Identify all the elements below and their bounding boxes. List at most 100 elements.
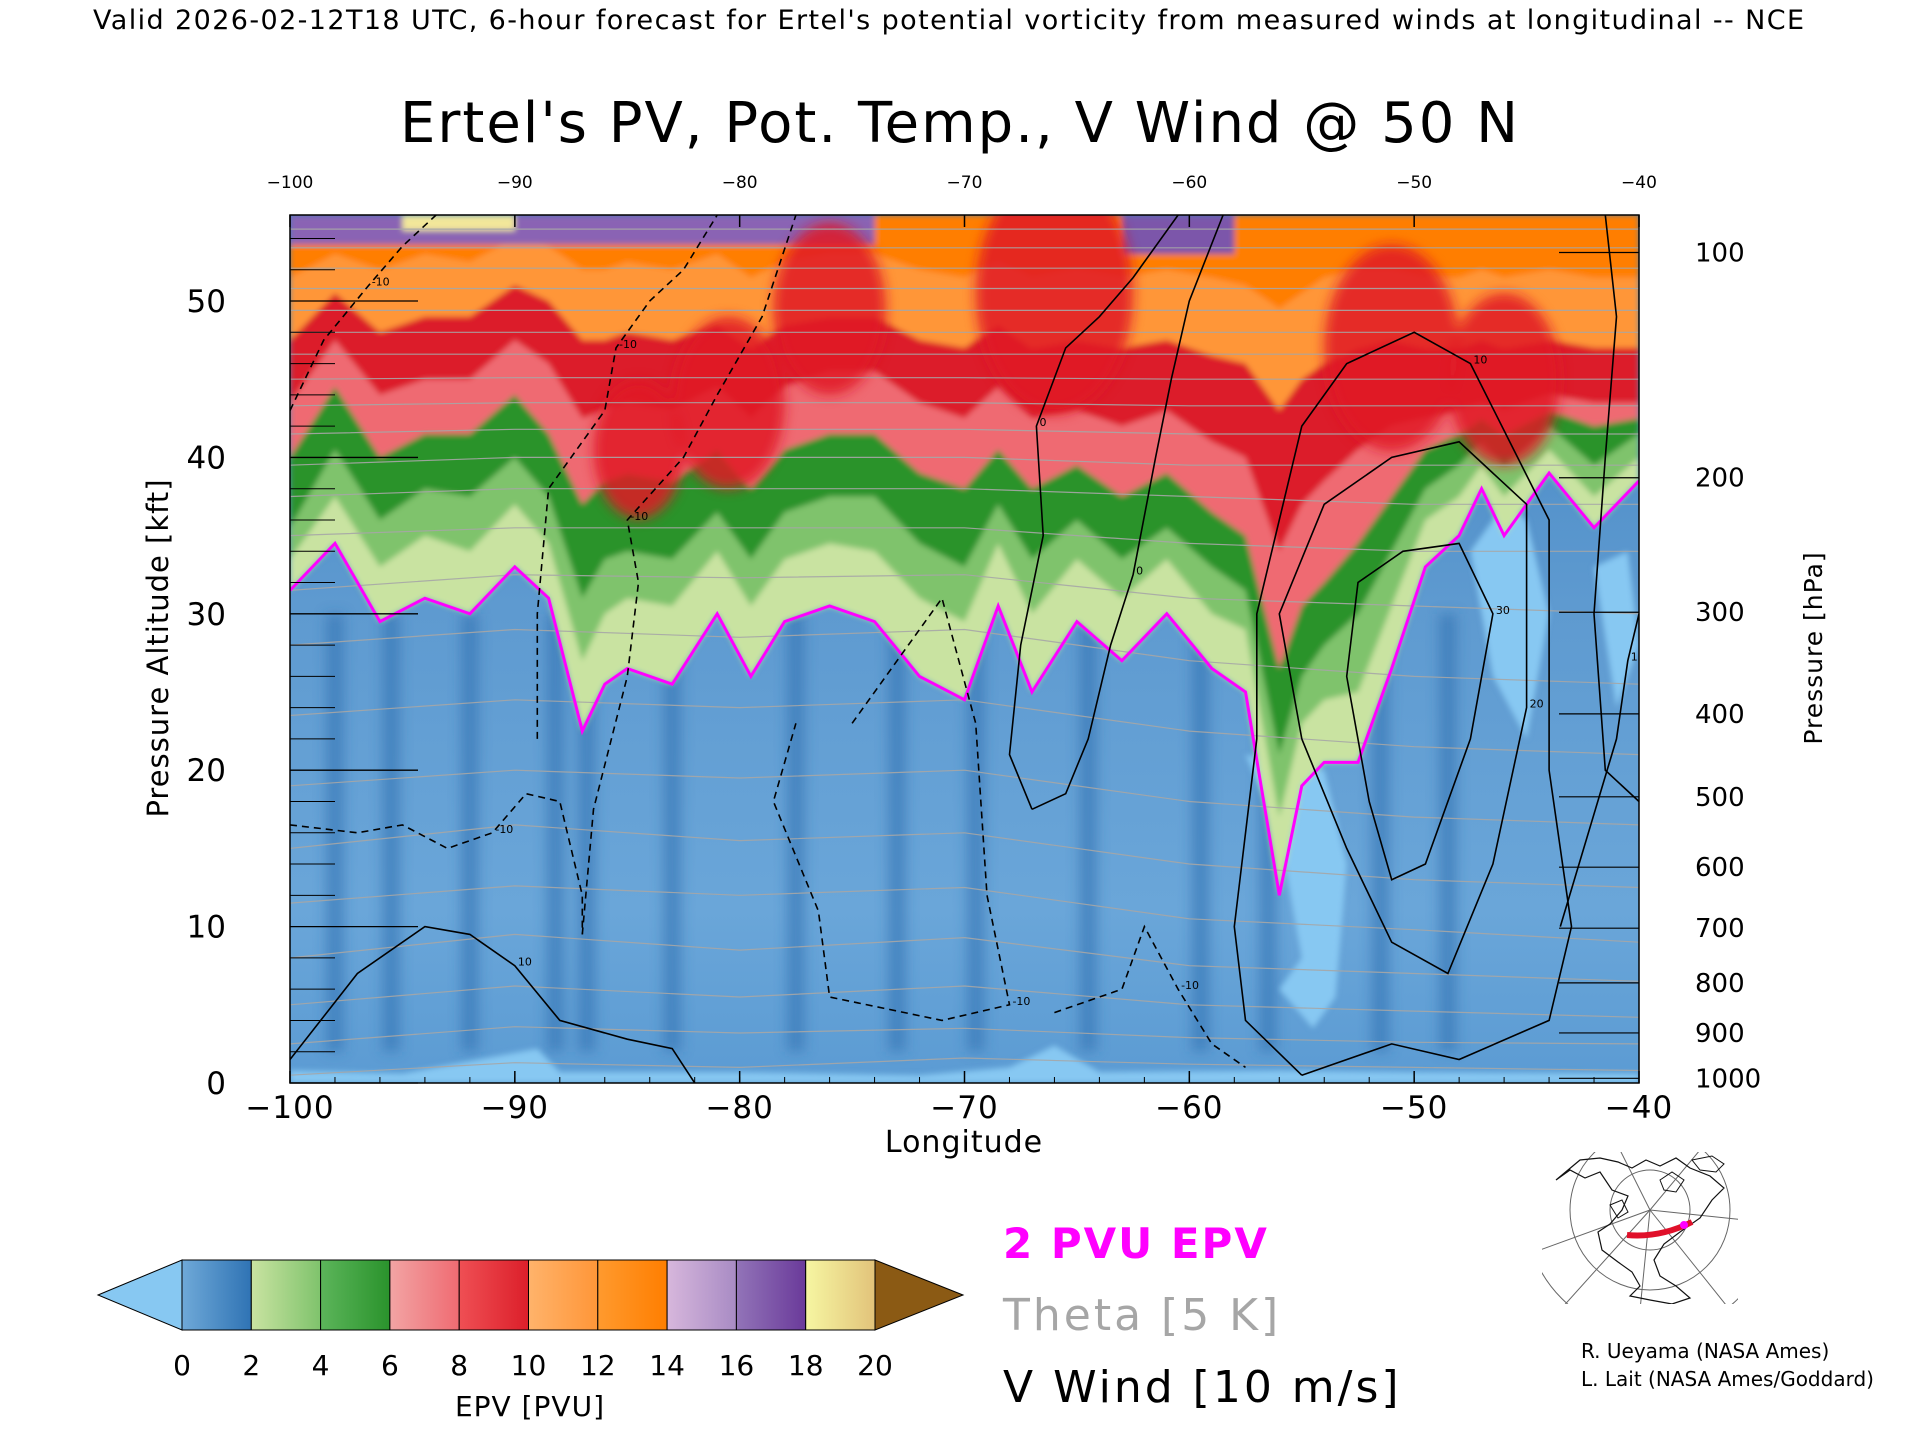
colorbar-tick-label: 16 xyxy=(719,1349,755,1382)
colorbar-band xyxy=(181,1259,252,1331)
v-wind-contour-label: -10 xyxy=(495,823,513,836)
colorbar-label: EPV [PVU] xyxy=(455,1390,605,1423)
theta-contour xyxy=(290,527,1639,552)
theta-contour xyxy=(290,456,1639,466)
pressure-tick-label: 200 xyxy=(1695,464,1745,494)
pv-blob xyxy=(1324,244,1460,452)
pv-blob xyxy=(593,380,684,519)
v-wind-contour-label: -10 xyxy=(630,510,648,523)
colorbar-band xyxy=(389,1259,460,1331)
x-tick-label: −50 xyxy=(1380,1090,1448,1126)
legend-epv: 2 PVU EPV xyxy=(1003,1219,1269,1268)
v-wind-contours: 0 0 -10 -10 -10 -10 -10 -10 10 10 20 30 10 xyxy=(290,215,1639,1083)
x-tick-label: −60 xyxy=(1155,1090,1223,1126)
left-axis: 0 10 20 30 40 50 xyxy=(187,237,418,1102)
under-region xyxy=(290,1045,1639,1083)
top-axis: −100 −90 −80 −70 −60 −50 −40 xyxy=(267,173,1657,227)
pressure-tick-label: 500 xyxy=(1695,783,1745,813)
dark-column xyxy=(786,613,805,1052)
x-tick-label: −100 xyxy=(245,1090,334,1126)
pressure-tick-label: 800 xyxy=(1695,969,1745,999)
low-pv-regions xyxy=(290,504,1639,1083)
theta-contour xyxy=(290,488,1639,505)
dark-column xyxy=(888,613,907,1052)
x-tick-label: −90 xyxy=(481,1090,549,1126)
y-axis-label: Pressure Altitude [kft] xyxy=(141,478,175,817)
theta-contours xyxy=(290,228,1639,1076)
colorbar-band xyxy=(666,1259,737,1331)
v-wind-contour xyxy=(1031,215,1224,811)
v-wind-contour xyxy=(1054,924,1246,1069)
v-wind-contour-label: -10 xyxy=(372,275,390,288)
theta-contour xyxy=(290,985,1639,1018)
colorbar-band xyxy=(528,1259,599,1331)
v-wind-contour-label: 10 xyxy=(518,956,532,969)
pressure-tick-label: 1000 xyxy=(1695,1064,1761,1094)
colorbar-band xyxy=(805,1259,876,1331)
colorbar-tick-label: 12 xyxy=(580,1349,616,1382)
pv-layer-cap xyxy=(290,215,875,245)
pressure-tick-label: 700 xyxy=(1695,914,1745,944)
v-wind-contour-label: -10 xyxy=(1181,979,1199,992)
colorbar-tick-label: 2 xyxy=(242,1349,260,1382)
theta-contour xyxy=(290,574,1639,615)
top-tick-label: −90 xyxy=(497,173,533,193)
colorbar-tick-label: 8 xyxy=(450,1349,468,1382)
pv-color-layers xyxy=(290,215,1639,896)
dark-column xyxy=(1438,613,1457,1052)
pressure-tick-label: 100 xyxy=(1695,239,1745,269)
epv-colorbar: 0 2 4 6 8 10 12 14 16 18 20 xyxy=(96,1259,965,1382)
dark-column xyxy=(1371,613,1390,1052)
theta-contour xyxy=(290,885,1639,943)
y-tick-label: 50 xyxy=(187,284,226,320)
colorbar-tick-label: 4 xyxy=(312,1349,330,1382)
colorbar-tick-label: 6 xyxy=(381,1349,399,1382)
top-tick-label: −50 xyxy=(1396,173,1432,193)
theta-contour xyxy=(290,933,1639,982)
bottom-axis: −100 −90 −80 −70 −60 −50 −40 xyxy=(245,1071,1673,1126)
v-wind-contour-label: 0 xyxy=(1136,565,1143,578)
colorbar-over-arrow xyxy=(874,1259,965,1331)
colorbar-tick-label: 14 xyxy=(649,1349,685,1382)
top-tick-label: −40 xyxy=(1621,173,1657,193)
v-wind-contour xyxy=(581,215,797,935)
credit-line-1: R. Ueyama (NASA Ames) xyxy=(1581,1339,1830,1363)
pv-layer-cap xyxy=(402,215,515,231)
v-wind-contour xyxy=(290,792,584,935)
v-wind-contour-label: 10 xyxy=(1473,354,1487,367)
y-tick-label: 30 xyxy=(187,597,226,633)
theta-contour xyxy=(290,769,1639,826)
pressure-tick-label: 400 xyxy=(1695,700,1745,730)
pv-blob xyxy=(975,215,1134,414)
v-wind-contour-label: 30 xyxy=(1496,604,1510,617)
y-tick-label: 0 xyxy=(206,1066,226,1102)
v-wind-contour-label: 20 xyxy=(1530,698,1544,711)
top-tick-label: −60 xyxy=(1171,173,1207,193)
colorbar-under-arrow xyxy=(96,1259,183,1331)
pressure-tick-label: 300 xyxy=(1695,598,1745,628)
theta-contour xyxy=(290,824,1639,889)
plot-area: 0 0 -10 -10 -10 -10 -10 -10 10 10 20 30 10 xyxy=(290,215,1639,1083)
v-wind-contour xyxy=(772,596,1011,1022)
theta-contour xyxy=(290,377,1639,380)
header-text: Valid 2026-02-12T18 UTC, 6-hour forecast… xyxy=(93,5,1805,36)
theta-contour xyxy=(290,1057,1639,1076)
pv-blob xyxy=(773,222,886,395)
x-tick-label: −40 xyxy=(1605,1090,1673,1126)
theta-contour xyxy=(290,628,1639,685)
theta-contour xyxy=(290,428,1639,435)
under-region xyxy=(1245,754,1347,1029)
v-wind-contour xyxy=(1233,331,1573,1076)
pressure-tick-label: 600 xyxy=(1695,853,1745,883)
v-wind-contour xyxy=(536,215,718,739)
right-axis: 100 200 300 400 500 600 700 800 900 1000 xyxy=(1559,239,1761,1094)
inset-polar-map xyxy=(1542,1152,1738,1304)
pressure-tick-label: 900 xyxy=(1695,1019,1745,1049)
v-wind-contour-label: -10 xyxy=(619,338,637,351)
under-region xyxy=(1594,551,1639,708)
x-tick-label: −80 xyxy=(705,1090,773,1126)
top-tick-label: −100 xyxy=(267,173,314,193)
dark-column xyxy=(966,613,985,1052)
credit-line-2: L. Lait (NASA Ames/Goddard) xyxy=(1581,1367,1874,1391)
colorbar-band xyxy=(735,1259,807,1331)
